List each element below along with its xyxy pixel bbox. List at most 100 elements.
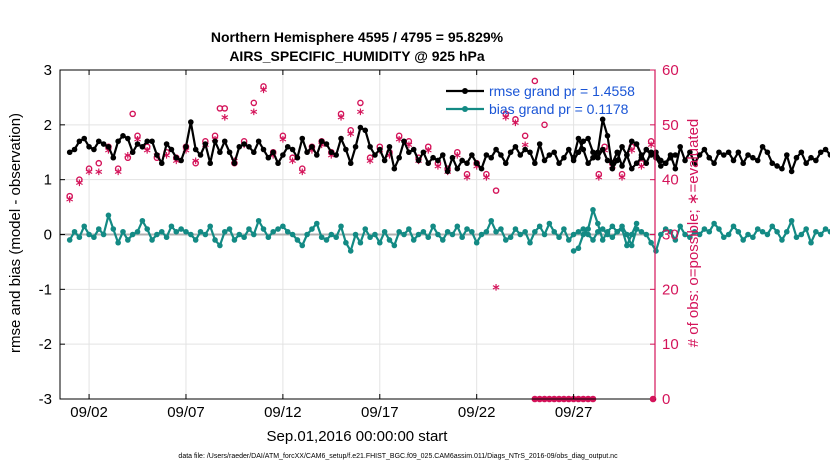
rmse-point <box>827 152 830 158</box>
obs-possible-marker <box>454 148 461 156</box>
obs-possible-marker <box>483 170 490 178</box>
rmse-point <box>66 149 73 156</box>
obs-evaluated-marker: * <box>105 145 113 161</box>
obs-possible-marker <box>502 110 510 118</box>
obs-possible-marker <box>114 165 122 172</box>
bias-point <box>619 226 625 232</box>
bias-point <box>158 228 165 235</box>
rmse-point <box>376 146 383 153</box>
bias-point <box>585 231 591 238</box>
rmse-point <box>173 154 180 161</box>
rmse-point <box>386 143 393 150</box>
rmse-point <box>619 143 625 150</box>
bias-point <box>76 234 83 241</box>
bias-point <box>730 223 737 230</box>
obs-evaluated-marker: * <box>260 85 268 101</box>
bias-point <box>105 212 112 219</box>
obs-possible-marker <box>260 83 267 90</box>
obs-evaluated-marker: * <box>647 140 655 156</box>
obs-evaluated-marker: * <box>279 134 287 150</box>
rmse-point <box>105 143 112 150</box>
rmse-point <box>71 146 78 153</box>
rmse-point <box>478 165 485 172</box>
bias-point <box>624 231 630 238</box>
bias-point <box>667 228 674 235</box>
bias-point <box>275 226 281 232</box>
obs-possible-marker <box>95 159 103 167</box>
bias-point <box>110 226 117 232</box>
bias-point <box>740 237 746 243</box>
rmse-point <box>517 152 524 158</box>
rmse-point <box>653 149 659 156</box>
rmse-point <box>745 152 751 158</box>
rmse-point <box>502 160 509 167</box>
y2-tick-label: 30 <box>662 227 679 244</box>
bias-point <box>294 237 301 243</box>
obs-evaluated-marker: * <box>415 156 423 172</box>
y-tick-label: -3 <box>39 391 52 408</box>
rmse-point <box>362 127 369 134</box>
obs-evaluated-marker: * <box>153 151 161 167</box>
bias-point <box>95 226 102 232</box>
rmse-point <box>270 149 276 156</box>
rmse-point <box>595 154 601 161</box>
bias-point <box>420 228 427 235</box>
rmse-point <box>808 154 814 161</box>
bias-point <box>541 231 548 238</box>
obs-evaluated-marker: * <box>163 151 171 167</box>
obs-evaluated-marker: * <box>376 145 384 161</box>
obs-evaluated-marker: * <box>299 167 307 183</box>
bias-point <box>716 226 722 232</box>
bias-point <box>691 228 698 235</box>
rmse-point <box>527 149 533 156</box>
bias-point <box>565 237 572 243</box>
rmse-point <box>251 149 257 156</box>
bias-point <box>774 228 780 235</box>
x-tick-label: 09/27 <box>555 404 593 421</box>
bias-point <box>677 223 683 230</box>
obs-evaluated-marker: * <box>492 282 500 298</box>
bias-point <box>328 231 335 238</box>
bias-point <box>391 242 398 249</box>
rmse-point <box>614 157 621 164</box>
rmse-point <box>439 152 446 158</box>
obs-evaluated-marker: * <box>425 145 433 161</box>
bias-point <box>764 231 771 238</box>
bias-point <box>352 231 359 238</box>
bias-point <box>372 231 378 238</box>
obs-possible-marker <box>347 127 355 134</box>
bias-point <box>498 226 504 232</box>
y-tick-label: 3 <box>44 62 52 79</box>
obs-possible-marker <box>618 170 626 178</box>
bias-point <box>633 220 640 227</box>
rmse-point <box>100 141 107 147</box>
obs-possible-marker <box>124 154 132 162</box>
rmse-point <box>168 146 175 153</box>
rmse-point <box>217 149 223 156</box>
rmse-point <box>672 152 679 158</box>
x-tick-label: 09/22 <box>458 404 496 421</box>
y2-tick-label: 40 <box>662 172 679 189</box>
obs-possible-marker <box>211 132 219 140</box>
rmse-point <box>381 157 388 164</box>
rmse-point <box>372 152 378 158</box>
bias-point <box>725 231 732 238</box>
bias-point <box>425 234 432 241</box>
y2-tick-label: 60 <box>662 62 679 79</box>
bias-point <box>570 248 577 254</box>
y2-axis-label: # of obs: o=possible; ∗=evaluated <box>685 119 702 348</box>
bias-point <box>585 226 591 232</box>
y-tick-label: -1 <box>39 281 52 298</box>
rmse-point <box>493 146 499 153</box>
rmse-point <box>662 160 669 167</box>
y2-tick-label: 50 <box>662 117 679 134</box>
obs-possible-marker <box>531 77 539 85</box>
bias-point <box>648 239 654 246</box>
rmse-point <box>289 146 296 153</box>
bias-point <box>338 223 344 230</box>
obs-evaluated-marker: * <box>328 151 336 167</box>
obs-evaluated-marker: * <box>512 118 520 134</box>
obs-evaluated-marker: * <box>173 156 181 172</box>
bias-point <box>507 234 514 241</box>
bias-point <box>536 223 543 230</box>
